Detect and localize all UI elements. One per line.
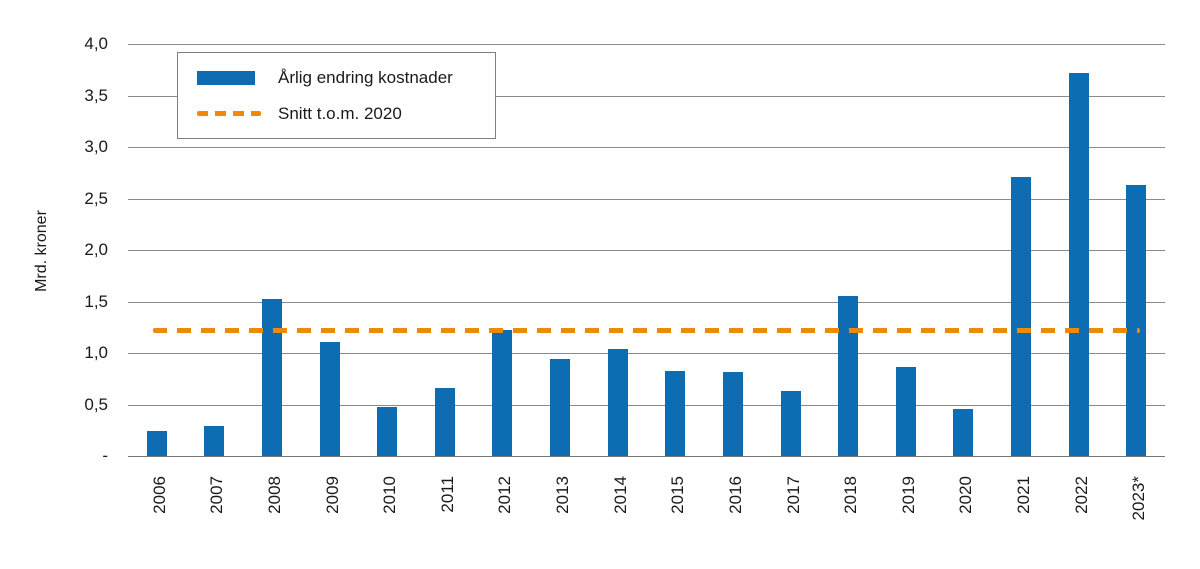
bar-2013	[550, 359, 570, 456]
y-tick-label: 2,0	[84, 240, 108, 259]
bar-2015	[665, 371, 685, 456]
x-tick-label: 2008	[265, 476, 284, 514]
y-tick-label: -	[102, 446, 108, 465]
x-tick-label: 2011	[438, 476, 457, 513]
gridline	[128, 199, 1165, 200]
x-tick-label: 2010	[380, 476, 399, 514]
y-tick-label: 2,5	[84, 189, 108, 208]
x-tick-label: 2020	[956, 476, 975, 514]
gridline	[128, 353, 1165, 354]
x-axis-line	[128, 456, 1165, 457]
y-tick-label: 1,5	[84, 292, 108, 311]
x-tick-label: 2022	[1072, 476, 1091, 514]
bar-2017	[781, 391, 801, 456]
y-tick-label: 3,5	[84, 86, 108, 105]
bar-2018	[838, 296, 858, 456]
bar-2014	[608, 349, 628, 456]
y-tick-label: 1,0	[84, 343, 108, 362]
bar-2010	[377, 407, 397, 456]
bar-2020	[953, 409, 973, 456]
legend-label-average: Snitt t.o.m. 2020	[278, 103, 402, 123]
bar-2009	[320, 342, 340, 456]
y-tick-label: 3,0	[84, 137, 108, 156]
gridline	[128, 250, 1165, 251]
bar-2012	[492, 330, 512, 456]
bar-2008	[262, 299, 282, 456]
bar-2006	[147, 431, 167, 456]
x-tick-label: 2016	[726, 476, 745, 514]
gridline	[128, 44, 1165, 45]
bar-2016	[723, 372, 743, 456]
bar-2011	[435, 388, 455, 456]
bar-2021	[1011, 177, 1031, 456]
gridline	[128, 147, 1165, 148]
legend-swatch-area	[197, 70, 278, 85]
y-tick-label: 0,5	[84, 395, 108, 414]
bar-2022	[1069, 73, 1089, 456]
gridline	[128, 302, 1165, 303]
gridline	[128, 405, 1165, 406]
bar-2019	[896, 367, 916, 456]
legend-swatch-area	[197, 111, 278, 116]
gridline	[128, 96, 1165, 97]
x-tick-label: 2015	[668, 476, 687, 514]
x-tick-label: 2009	[323, 476, 342, 514]
bar-2007	[204, 426, 224, 456]
x-tick-label: 2014	[611, 476, 630, 514]
bar-2023*	[1126, 185, 1146, 456]
y-tick-label: 4,0	[84, 34, 108, 53]
x-tick-label: 2006	[150, 476, 169, 514]
x-tick-label: 2017	[784, 476, 803, 514]
legend-label-bars: Årlig endring kostnader	[278, 67, 453, 87]
x-tick-label: 2007	[207, 476, 226, 514]
legend: Årlig endring kostnader Snitt t.o.m. 202…	[177, 52, 496, 139]
x-tick-label: 2013	[553, 476, 572, 514]
legend-item-average: Snitt t.o.m. 2020	[178, 104, 495, 124]
average-dashed-line	[153, 328, 1140, 333]
dashed-line-swatch	[197, 111, 261, 116]
x-tick-label: 2023*	[1129, 476, 1148, 521]
bar-series-swatch	[197, 70, 255, 85]
legend-item-bars: Årlig endring kostnader	[178, 68, 495, 88]
x-tick-label: 2018	[841, 476, 860, 514]
x-tick-label: 2019	[899, 476, 918, 514]
x-tick-label: 2012	[495, 476, 514, 514]
x-tick-label: 2021	[1014, 476, 1033, 514]
